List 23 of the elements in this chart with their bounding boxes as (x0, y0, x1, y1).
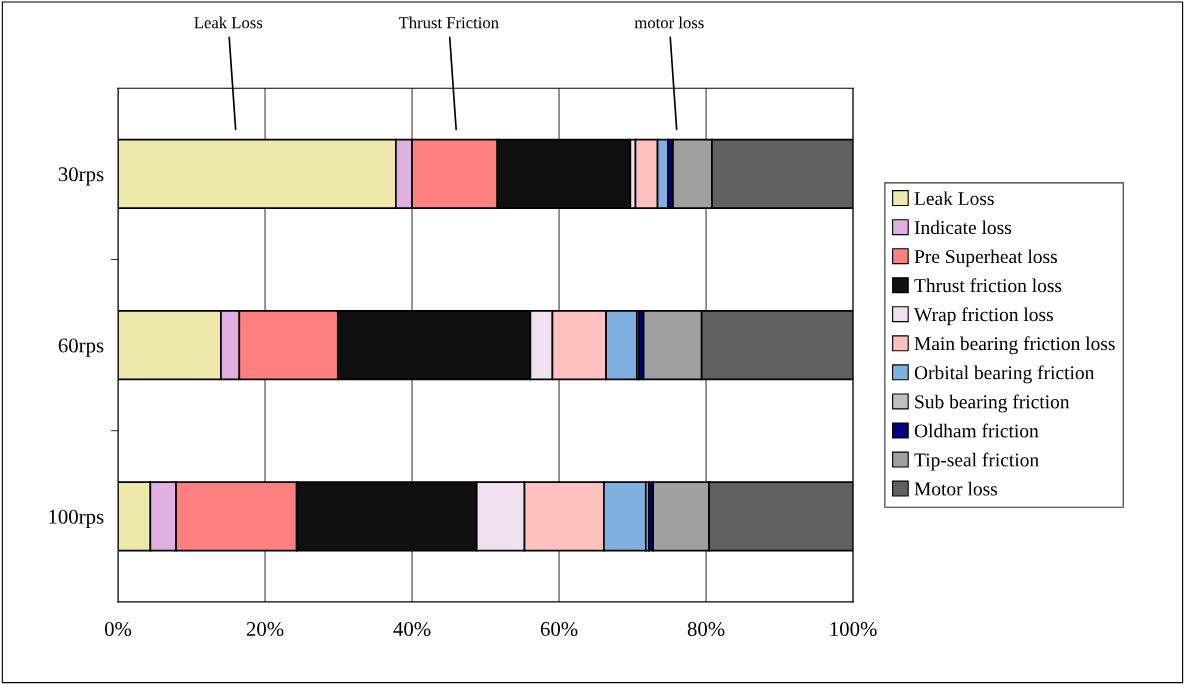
legend-label: Main bearing friction loss (914, 336, 1115, 355)
legend-label: Indicate loss (914, 220, 1012, 235)
x-tick-label: 40% (393, 621, 431, 637)
x-tick-label: 80% (687, 621, 725, 637)
legend-label: Pre Superheat loss (914, 249, 1057, 268)
legend-label: Motor loss (914, 481, 998, 496)
text: Thrust Friction (398, 16, 499, 29)
legend-label: Leak Loss (914, 191, 994, 206)
legend-label: Orbital bearing friction (914, 365, 1095, 384)
y-tick-label: 100rps (49, 509, 104, 528)
x-tick-label: 100% (830, 621, 877, 637)
y-tick-label: 60rps (58, 338, 104, 357)
text: Leak Loss (194, 16, 263, 29)
text: motor loss (634, 16, 704, 29)
legend-label: Wrap friction loss (914, 307, 1053, 326)
y-tick-label: 30rps (58, 167, 104, 186)
x-tick-label: 0% (104, 621, 132, 637)
x-tick-label: 20% (246, 621, 284, 637)
legend-label: Oldham friction (914, 423, 1039, 438)
x-tick-label: 60% (540, 621, 578, 637)
legend-label: Thrust friction loss (914, 278, 1062, 293)
legend-label: Sub bearing friction (915, 394, 1070, 413)
legend-label: Tip-seal friction (914, 452, 1039, 471)
